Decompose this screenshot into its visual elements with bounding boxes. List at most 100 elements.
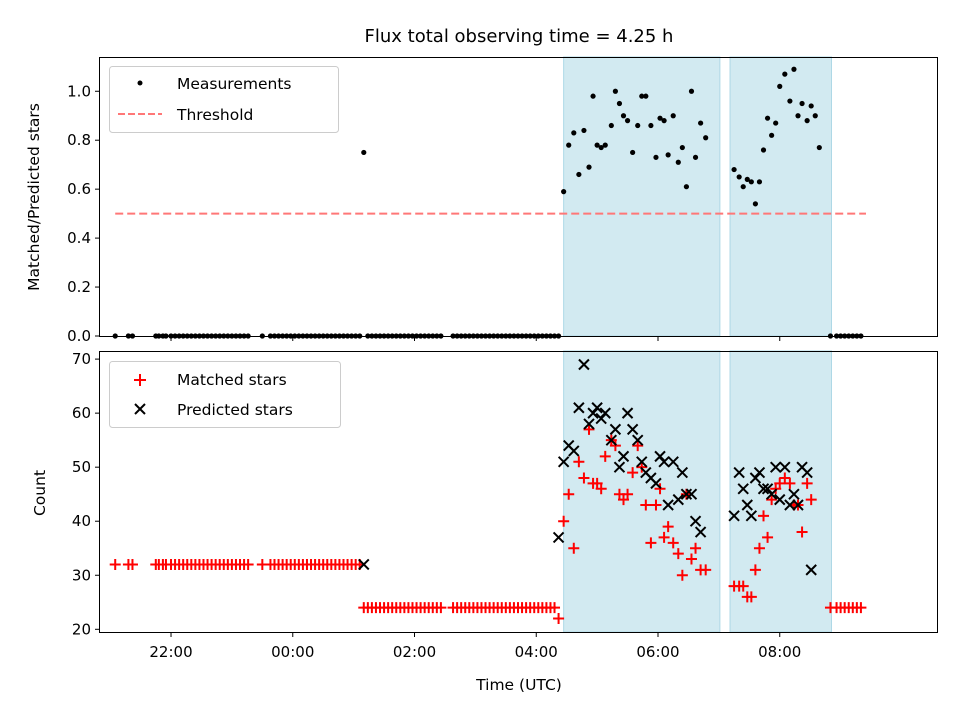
matched-star-point	[796, 526, 808, 538]
measurement-point	[804, 118, 810, 124]
measurement-point	[764, 115, 771, 121]
matched-star-point	[126, 558, 138, 570]
predicted-star-point	[757, 483, 770, 495]
bottom-legend-box	[109, 361, 341, 428]
predicted-star-point	[733, 466, 745, 479]
predicted-star-point	[583, 418, 595, 430]
matched-star-point	[558, 515, 570, 527]
predicted-star-point	[689, 515, 702, 527]
predicted-star-point	[636, 456, 648, 468]
measurement-point	[760, 147, 767, 153]
top-legend: Measurements Threshold	[109, 66, 339, 133]
matched-star-point	[758, 510, 770, 522]
measurement-point	[566, 142, 572, 148]
matched-star-point	[599, 450, 611, 462]
matched-star-point	[667, 537, 679, 549]
matched-star-point	[749, 564, 761, 576]
top-y-axis-label: Matched/Predicted stars	[25, 103, 43, 291]
predicted-star-point	[788, 488, 800, 500]
top-shaded-regions	[563, 56, 832, 337]
measurement-point	[616, 100, 623, 107]
matched-star-point	[632, 440, 644, 452]
matched-star-point	[595, 483, 607, 495]
matched-star-point	[583, 423, 595, 435]
measurement-point	[703, 135, 709, 141]
predicted-star-point	[557, 456, 570, 468]
matched-star-point	[568, 542, 580, 554]
measurement-point	[692, 154, 699, 160]
measurement-point	[581, 127, 587, 134]
predicted-star-point	[694, 526, 707, 538]
legend-label-matched: Matched stars	[177, 371, 287, 389]
measurement-point	[683, 184, 690, 190]
bottom-axes-frame	[99, 351, 938, 633]
matched-star-point	[578, 472, 590, 484]
matched-star-point	[662, 521, 674, 533]
x-tick-label: 04:00	[515, 643, 558, 661]
predicted-star-point	[784, 499, 796, 511]
predicted-star-point	[765, 488, 778, 500]
predicted-star-point	[613, 461, 626, 473]
measurement-point	[643, 93, 649, 99]
measurement-point	[624, 118, 631, 124]
measurement-point	[661, 118, 667, 124]
predicted-star-point	[769, 461, 782, 473]
shaded-interval-1	[563, 56, 721, 337]
predicted-star-point	[599, 407, 611, 419]
bottom-y-tick-label: 30	[72, 566, 91, 584]
predicted-star-point	[672, 493, 684, 506]
measurement-point	[653, 154, 659, 160]
matched-star-point	[737, 580, 749, 592]
measurement-point	[675, 159, 681, 165]
measurement-point	[576, 171, 582, 178]
matched-star-point	[690, 542, 702, 554]
legend-marker-predicted	[134, 403, 146, 415]
measurement-point	[639, 93, 645, 99]
x-tick-label: 06:00	[636, 643, 679, 661]
measurement-point	[598, 144, 604, 151]
bottom-panel: 20 30 40 50 60 70 22:00 00:00 02:00 04:00 06:00 08…	[31, 350, 938, 694]
predicted-star-point	[626, 423, 639, 436]
measurement-point	[657, 115, 663, 121]
matched-star-point	[753, 542, 765, 554]
measurement-point	[752, 201, 758, 207]
top-y-tick-label: 0.2	[67, 278, 91, 296]
matched-star-point	[622, 488, 634, 500]
predicted-star-point	[667, 456, 679, 468]
measurement-point	[740, 184, 746, 190]
predicted-star-point	[605, 434, 618, 446]
bottom-y-tick-label: 70	[72, 350, 91, 368]
measurement-point	[688, 88, 695, 94]
matched-star-point	[553, 612, 565, 624]
predicted-star-point	[685, 488, 698, 500]
legend-label-measurements: Measurements	[177, 75, 292, 93]
measurement-point	[590, 93, 596, 99]
matched-star-point	[676, 569, 688, 581]
measurement-point	[744, 176, 750, 182]
predicted-star-point	[632, 434, 644, 446]
matched-star-points	[109, 423, 867, 624]
predicted-star-point	[658, 456, 670, 468]
predicted-star-point	[728, 510, 740, 522]
matched-star-point	[685, 553, 697, 565]
predicted-star-point	[753, 466, 766, 479]
bottom-y-tick-label: 20	[72, 620, 91, 638]
predicted-star-point	[568, 445, 580, 457]
measurement-point	[773, 120, 779, 126]
predicted-star-point	[745, 510, 758, 522]
matched-star-point	[779, 472, 791, 484]
matched-star-point	[573, 456, 585, 468]
predicted-star-point	[792, 499, 804, 511]
top-x-ticks	[170, 336, 781, 341]
matched-star-point	[801, 477, 813, 489]
matched-star-point	[745, 591, 757, 603]
predicted-star-point	[621, 407, 634, 419]
measurement-point	[795, 113, 801, 119]
matched-star-point	[784, 477, 796, 489]
matched-star-point	[855, 602, 867, 614]
measurement-point	[812, 113, 818, 119]
matched-star-point	[435, 602, 447, 614]
matched-star-point	[672, 548, 684, 560]
bottom-y-tick-label: 40	[72, 512, 91, 530]
